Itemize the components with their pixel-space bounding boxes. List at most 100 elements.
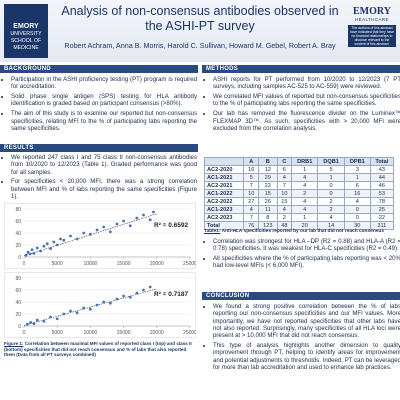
x-tick-label: 10000 [83,330,97,336]
cell: 5 [243,173,259,182]
logo-text: MEDICINE [13,44,39,51]
scatter-point [82,306,86,310]
column-header: DPB1 [343,157,371,166]
bullet-list: We reported 247 class I and 75 class II … [2,154,197,203]
scatter-point [39,249,42,253]
scatter-point [148,218,152,222]
x-tick-label: 0 [23,330,26,336]
cell: 7 [276,181,293,190]
annotation: R² = 0.6592 [154,222,189,229]
scatter-point [69,309,72,313]
x-tick-label: 20000 [150,261,164,267]
bullet: The aim of this study is to examine our … [11,110,197,132]
figure-caption: Figure 1: Correlation between maximal MF… [4,341,194,358]
scatter-point [35,246,39,250]
x-tick-label: 15000 [117,330,131,336]
scatter-point [75,311,79,315]
x-tick-label: 10000 [83,261,97,267]
data-table: A B C DRB1 DQB1 DPB1 Total AC2-2020 16 12 6 1 5 3 43 AC… [203,157,395,230]
cell: 53 [369,189,395,198]
cell: 311 [369,221,395,230]
scatter-chart: 0 20 40 60 80 0 5000 10000 15000 20000 25000 R² = 0… [4,203,196,269]
scatter-point [148,285,152,289]
cell: 2 [317,205,345,214]
bullet: Solid phase single antigen (SPS) testing… [11,93,197,108]
corner-cell [203,157,245,166]
cell: 5 [317,165,345,174]
scatter-point [122,294,125,298]
column-header: A [243,157,259,166]
x-tick-label: 25000 [183,330,196,336]
caption-text: Correlation between maximal MFI values o… [4,341,192,358]
scatter-point [89,307,92,311]
cell: 0 [343,213,371,222]
annotation: R² = 0.7187 [154,291,189,298]
scatter-point [115,222,119,226]
y-tick-label: 60 [15,288,21,294]
column-header: DQB1 [317,157,345,166]
left-logo: EMORY UNIVERSITY SCHOOL OF MEDICINE [4,4,48,58]
cell: 2 [317,197,345,206]
y-tick-label: 80 [15,276,21,282]
cell: 6 [343,181,371,190]
y-tick-label: 40 [15,300,21,306]
cell: 44 [369,173,395,182]
cell: 22 [369,213,395,222]
scatter-point [55,243,59,247]
scatter-point [25,322,29,326]
row-label: AC1-2021 [203,173,245,182]
disclosure: The authors of this abstract have indica… [348,25,396,48]
cell: 8 [258,213,278,222]
scatter-point [52,240,56,244]
caption-label: Figure 1: [4,341,24,346]
cell: 10 [276,189,293,198]
y-tick-label: 60 [15,219,21,225]
cell: 4 [276,205,293,214]
scatter-point [128,295,132,299]
table-row: AC2-2022 27 26 15 4 2 4 78 [203,197,395,206]
table-caption: Table1: Anti-HLA specificities reported … [204,229,394,234]
header: EMORY UNIVERSITY SCHOOL OF MEDICINE Anal… [0,0,400,62]
table-row: Total 76 123 48 20 14 30 311 [203,221,395,230]
y-tick-label: 0 [18,324,21,330]
scatter-point [49,247,52,250]
scatter-point [135,216,139,220]
cell: 4 [291,205,319,214]
bullet: We reported 247 class I and 75 class II … [11,154,197,176]
y-tick-label: 80 [15,207,21,213]
scatter-point [24,253,28,257]
x-tick-label: 5000 [52,330,63,336]
scatter-point [102,225,106,229]
plot-frame [4,203,196,269]
caption-text: Anti-HLA specificities reported by our l… [221,229,385,234]
cell: 25 [369,205,395,214]
cell: 4 [291,173,319,182]
y-tick-label: 20 [15,243,21,249]
cell: 15 [276,197,293,206]
bullet-list: We found a strong positive correlation b… [204,303,400,374]
title: Analysis of non-consensus antibodies obs… [61,4,339,33]
cell: 43 [369,165,395,174]
section-heading: RESULTS [0,144,198,152]
cell: 4 [291,181,319,190]
scatter-point [108,230,112,234]
row-label: AC2-2022 [203,197,245,206]
bullet: All specificities where the % of partici… [213,255,400,270]
scatter-point [95,303,99,307]
cell: 7 [243,181,259,190]
cell: 0 [317,189,345,198]
y-tick-label: 0 [18,255,21,261]
scatter-point [115,297,119,301]
scatter-point [28,252,32,256]
scatter-point [82,231,86,235]
scatter-point [55,317,59,321]
cell: 1 [291,213,319,222]
cell: 2 [291,189,319,198]
table-row: AC1-2023 4 11 4 4 2 0 25 [203,205,395,214]
scatter-point [108,301,112,305]
table-row: AC2-2020 16 12 6 1 5 3 43 [203,165,395,174]
row-label: AC1-2023 [203,205,245,214]
logo-text: EMORY [13,23,39,30]
table-row: AC1-2021 5 29 4 4 1 1 44 [203,173,395,182]
